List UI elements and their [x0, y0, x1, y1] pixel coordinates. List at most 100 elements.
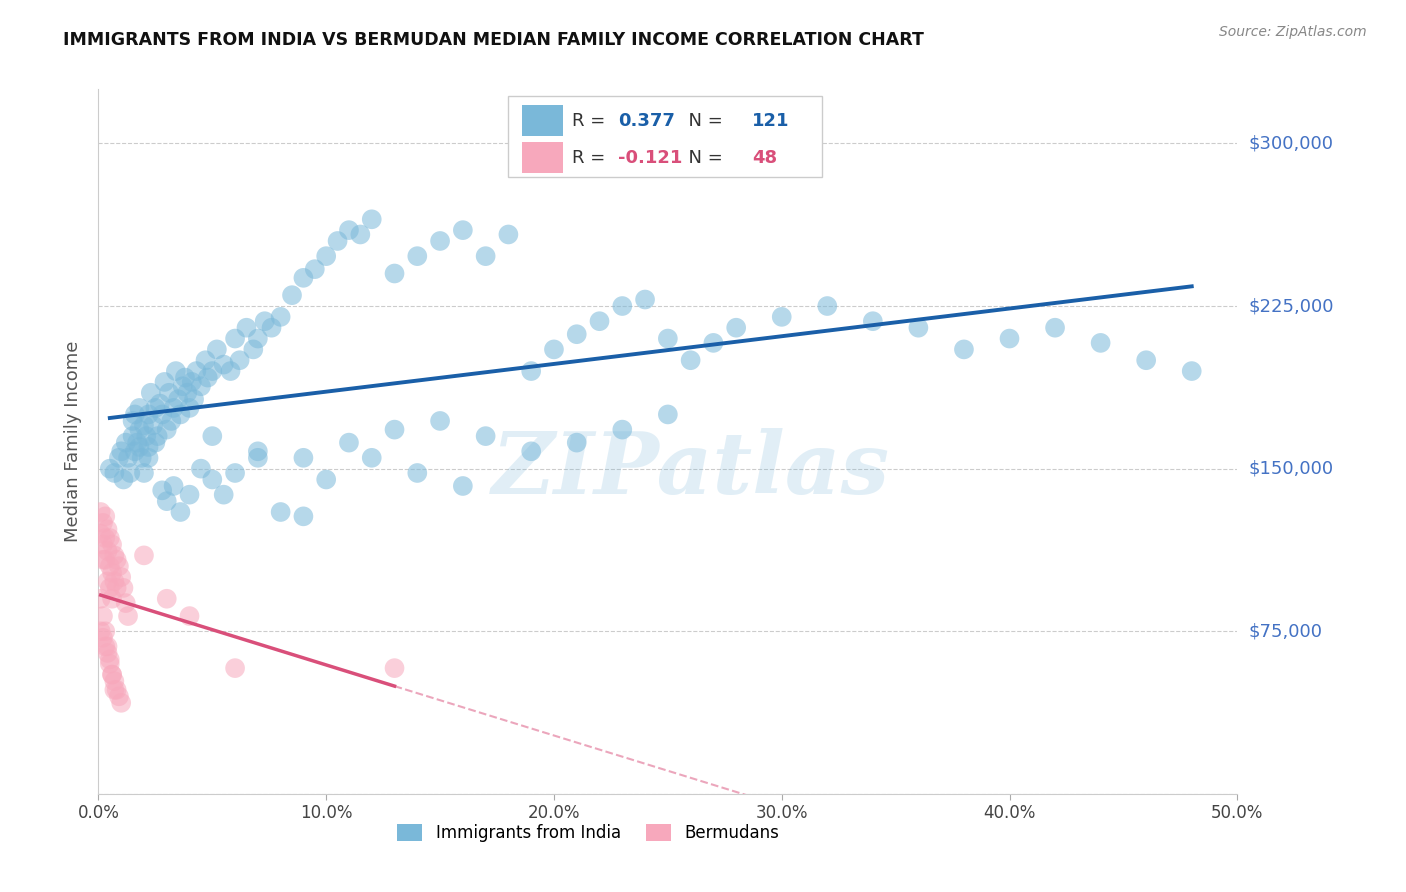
Point: [186, 364, 208, 378]
Point: [90, 591, 112, 606]
Point: [201, 364, 224, 378]
Point: [1043, 320, 1066, 334]
Point: [142, 418, 165, 433]
Point: [90, 526, 112, 541]
Point: [219, 364, 242, 378]
Point: [138, 408, 160, 422]
Point: [145, 401, 167, 415]
Text: $300,000: $300,000: [1249, 135, 1333, 153]
Point: [101, 667, 124, 681]
Point: [384, 661, 406, 675]
Point: [114, 596, 136, 610]
Text: 0.377: 0.377: [617, 112, 675, 130]
Point: [114, 435, 136, 450]
Legend: Immigrants from India, Bermudans: Immigrants from India, Bermudans: [391, 817, 786, 849]
Text: IMMIGRANTS FROM INDIA VS BERMUDAN MEDIAN FAMILY INCOME CORRELATION CHART: IMMIGRANTS FROM INDIA VS BERMUDAN MEDIAN…: [63, 31, 924, 49]
Point: [162, 401, 184, 415]
Point: [702, 335, 724, 350]
Point: [169, 408, 191, 422]
Point: [953, 343, 976, 357]
Point: [98, 461, 121, 475]
Point: [543, 343, 565, 357]
Point: [281, 288, 304, 302]
Point: [135, 429, 157, 443]
Text: ZIPatlas: ZIPatlas: [492, 428, 890, 511]
Point: [657, 332, 679, 346]
Point: [167, 392, 190, 407]
Point: [105, 682, 128, 697]
Point: [103, 682, 125, 697]
Point: [292, 450, 315, 465]
Point: [1090, 335, 1112, 350]
Point: [315, 473, 337, 487]
Point: [94, 531, 117, 545]
Point: [105, 581, 128, 595]
Point: [224, 332, 246, 346]
Point: [138, 450, 160, 465]
Point: [98, 581, 121, 595]
Text: 48: 48: [752, 149, 778, 167]
Point: [179, 401, 201, 415]
Text: R =: R =: [572, 149, 612, 167]
Point: [94, 624, 117, 639]
Point: [91, 609, 114, 624]
Point: [145, 435, 167, 450]
Point: [292, 270, 315, 285]
Point: [588, 314, 610, 328]
Point: [235, 320, 257, 334]
Point: [149, 396, 172, 410]
Point: [315, 249, 337, 263]
Point: [176, 385, 198, 400]
Point: [770, 310, 793, 324]
Point: [474, 249, 496, 263]
Point: [815, 299, 838, 313]
Point: [110, 696, 132, 710]
Point: [138, 440, 160, 454]
Point: [679, 353, 702, 368]
Point: [160, 414, 183, 428]
Point: [270, 505, 292, 519]
Point: [179, 609, 201, 624]
Text: Source: ZipAtlas.com: Source: ZipAtlas.com: [1219, 25, 1367, 39]
Point: [96, 640, 118, 654]
Point: [103, 549, 125, 563]
Point: [91, 537, 114, 551]
Point: [139, 385, 162, 400]
Point: [117, 609, 139, 624]
Point: [657, 408, 679, 422]
Point: [360, 450, 382, 465]
Point: [94, 509, 117, 524]
Point: [128, 440, 150, 454]
Text: $150,000: $150,000: [1249, 459, 1333, 477]
Point: [201, 473, 224, 487]
Point: [228, 353, 250, 368]
Text: $225,000: $225,000: [1249, 297, 1334, 315]
Point: [157, 385, 180, 400]
Bar: [522, 142, 562, 173]
Point: [180, 375, 202, 389]
Point: [108, 450, 131, 465]
Point: [110, 444, 132, 458]
Point: [101, 537, 124, 551]
Point: [270, 310, 292, 324]
Point: [612, 423, 634, 437]
Point: [384, 423, 406, 437]
Point: [91, 516, 114, 530]
Point: [101, 667, 124, 681]
Point: [98, 559, 121, 574]
Point: [156, 591, 179, 606]
Point: [101, 591, 124, 606]
Point: [520, 444, 543, 458]
Point: [110, 570, 132, 584]
Point: [384, 267, 406, 281]
Point: [108, 690, 131, 704]
Point: [246, 450, 269, 465]
Point: [150, 408, 173, 422]
Point: [128, 401, 150, 415]
Point: [349, 227, 371, 242]
Point: [194, 353, 217, 368]
Point: [634, 293, 657, 307]
Point: [565, 327, 588, 342]
Point: [108, 559, 131, 574]
Point: [429, 234, 451, 248]
